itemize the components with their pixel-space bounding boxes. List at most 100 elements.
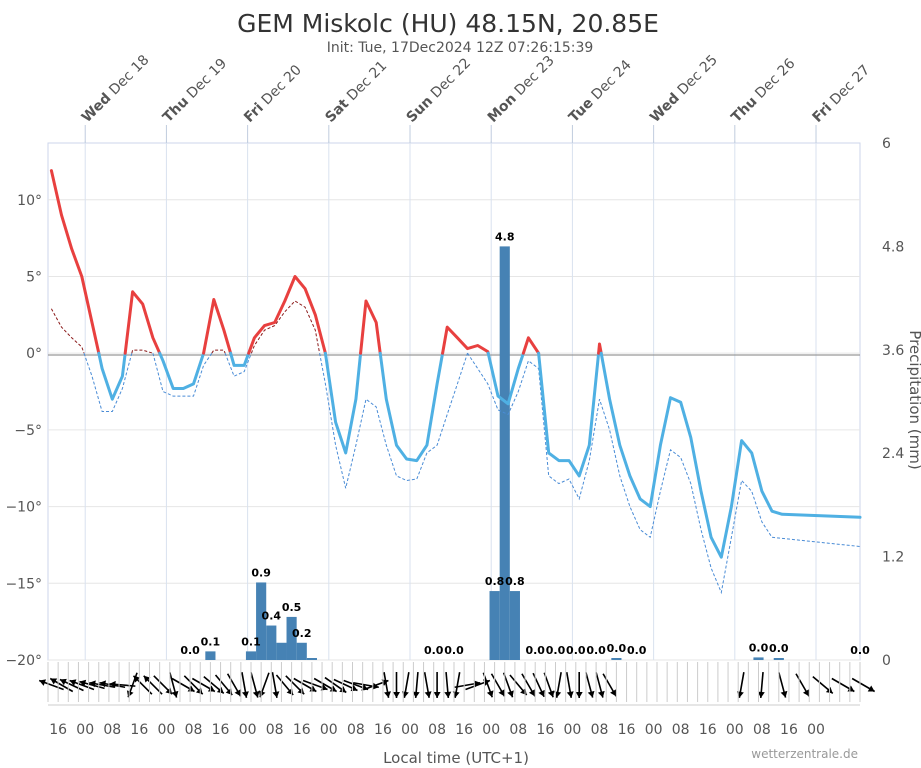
day-label: Tue Dec 24 — [566, 57, 635, 126]
wind-arrow-head — [99, 680, 107, 688]
wind-arrow — [38, 679, 64, 691]
precip-bar-label: 0.2 — [292, 627, 312, 640]
wind-arrow — [795, 673, 810, 697]
x-tick-label: 16 — [699, 722, 717, 738]
wind-arrow — [258, 672, 270, 698]
wind-arrow — [452, 672, 461, 698]
precip-bar-label: 0.0 — [749, 641, 769, 654]
wind-arrow-head — [393, 692, 400, 698]
x-axis-title: Local time (UTC+1) — [383, 749, 529, 767]
day-label-date: Dec 20 — [256, 62, 305, 111]
day-label-date: Dec 26 — [749, 56, 798, 105]
wind-arrow — [49, 677, 74, 693]
temperature-line-below-zero — [97, 351, 127, 401]
wind-arrow-head — [498, 689, 505, 697]
precip-bar — [205, 651, 216, 660]
x-tick-label: 16 — [780, 722, 798, 738]
x-tick-label: 16 — [536, 722, 554, 738]
wind-arrow — [89, 680, 116, 689]
wind-arrow — [490, 673, 506, 697]
y-left-tick-label: 10° — [17, 193, 42, 209]
wind-arrow — [171, 677, 195, 693]
y-left-tick-label: −15° — [5, 576, 42, 592]
x-tick-label: 00 — [807, 722, 825, 738]
wind-arrow-head — [109, 680, 116, 688]
wind-arrow — [736, 672, 745, 698]
wind-arrow-head — [547, 690, 555, 698]
day-label-date: Dec 27 — [824, 62, 873, 111]
x-tick-label: 08 — [509, 722, 527, 738]
x-tick-label: 08 — [753, 722, 771, 738]
precipitation-bars — [205, 246, 784, 660]
wind-arrow — [401, 672, 410, 698]
wind-arrow — [595, 672, 605, 698]
wind-arrow — [521, 673, 536, 697]
temperature-line-above-zero — [247, 275, 327, 355]
day-label-date: Dec 19 — [181, 56, 230, 105]
precip-bar — [266, 625, 277, 660]
wind-arrow-head — [195, 687, 203, 695]
y-left-tick-label: 5° — [26, 269, 42, 285]
wind-arrow-head — [207, 685, 215, 692]
x-tick-label: 08 — [185, 722, 203, 738]
x-tick-label: 00 — [645, 722, 663, 738]
x-tick-label: 00 — [726, 722, 744, 738]
precip-bar-label: 0.0 — [627, 644, 647, 657]
wind-arrow — [214, 674, 233, 696]
wind-arrow — [285, 675, 305, 695]
x-axis-ticks: 16 00 08 16 00 08 16 00 08 16 00 08 16 00 08 16 00 08 16 00… — [49, 722, 825, 738]
y-left-tick-label: 0° — [26, 346, 42, 362]
x-tick-label: 16 — [130, 722, 148, 738]
x-tick-label: 00 — [320, 722, 338, 738]
precip-bar-label: 0.0 — [850, 644, 870, 657]
wind-arrow — [383, 672, 391, 698]
wind-arrow — [109, 680, 136, 688]
wind-arrow-head — [241, 691, 249, 698]
wind-arrow-head — [309, 685, 317, 692]
day-label-date: Dec 25 — [672, 52, 721, 101]
precip-bar-label: 0.0 — [525, 644, 545, 657]
wind-arrow-head — [126, 690, 134, 698]
y-left-tick-label: −5° — [14, 423, 42, 439]
temperature-line-above-zero — [202, 298, 233, 355]
wind-arrow — [412, 671, 420, 699]
x-tick-label: 00 — [239, 722, 257, 738]
x-tick-label: 08 — [672, 722, 690, 738]
x-tick-label: 08 — [266, 722, 284, 738]
wind-arrow — [191, 677, 216, 693]
y-right-tick-label: 6 — [882, 136, 891, 152]
wind-arrow — [271, 672, 280, 698]
wind-arrow — [169, 672, 179, 698]
y-right-tick-label: 0 — [882, 653, 891, 669]
precip-bar-label: 0.1 — [201, 635, 221, 648]
wind-arrow-head — [234, 689, 241, 697]
precip-bar-label: 0.0 — [424, 644, 444, 657]
wind-arrow-head — [69, 679, 77, 686]
precip-bar-label: 0.1 — [241, 635, 261, 648]
day-label: Fri Dec 27 — [810, 62, 874, 126]
x-tick-label: 00 — [158, 722, 176, 738]
day-label-date: Dec 23 — [508, 53, 557, 102]
dewpoint-line-below-zero — [152, 352, 213, 397]
dewpoint-line-below-zero — [224, 353, 252, 377]
wind-arrow-head — [575, 692, 583, 698]
plot-area — [47, 142, 861, 661]
day-label: Sun Dec 22 — [404, 55, 475, 126]
wind-arrow — [59, 678, 84, 692]
temperature-line-below-zero — [378, 351, 445, 463]
precip-bar — [611, 658, 622, 660]
precip-bar — [286, 616, 297, 660]
x-tick-label: 00 — [401, 722, 419, 738]
wind-arrow — [241, 672, 249, 698]
wind-arrow-head — [528, 689, 535, 697]
x-tick-label: 16 — [374, 722, 392, 738]
wind-arrow-head — [143, 675, 151, 683]
wind-arrow-head — [329, 685, 337, 692]
wind-arrow-head — [50, 678, 58, 685]
wind-arrow-head — [339, 686, 347, 693]
x-tick-label: 08 — [591, 722, 609, 738]
wind-arrow — [143, 675, 163, 695]
precip-bar-label: 4.8 — [495, 230, 515, 243]
day-label-date: Dec 18 — [103, 52, 152, 101]
